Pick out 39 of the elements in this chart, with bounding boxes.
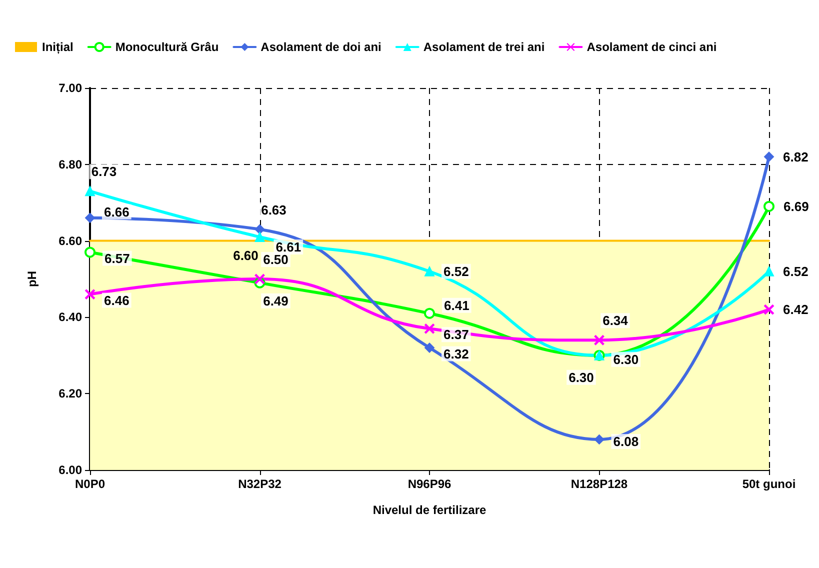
data-label: 6.52	[444, 264, 469, 279]
data-label: 6.57	[104, 250, 130, 266]
data-label: 6.42	[783, 302, 808, 318]
y-tick-label: 7.00	[58, 81, 82, 95]
legend-label: Monocultură Grâu	[115, 40, 219, 54]
y-tick-label: 6.20	[58, 386, 82, 401]
x-tick-label: N32P32	[238, 477, 282, 491]
legend-label: Asolament de doi ani	[260, 40, 382, 54]
x-tick-label: N128P128	[570, 477, 628, 491]
data-label: 6.41	[444, 298, 470, 313]
y-tick-label: 6.40	[58, 310, 82, 324]
data-label: 6.50	[263, 252, 288, 267]
y-tick-label: 6.00	[58, 463, 82, 477]
legend-label: Asolament de cinci ani	[586, 40, 717, 54]
data-label: 6.61	[276, 239, 302, 254]
data-label: 6.08	[613, 434, 639, 449]
legend-label: Asolament de trei ani	[423, 40, 545, 54]
x-tick-label: 50t gunoi	[742, 477, 796, 491]
data-label: 6.63	[261, 202, 286, 218]
data-label: 6.66	[104, 204, 130, 220]
data-label: 6.37	[444, 327, 469, 342]
data-label: 6.82	[783, 149, 808, 164]
y-tick-label: 6.60	[58, 234, 82, 248]
data-label: 6.73	[91, 164, 117, 180]
data-label: 6.52	[783, 264, 808, 279]
data-label: 6.46	[104, 292, 130, 308]
x-axis-title: Nivelul de fertilizare	[372, 503, 487, 517]
x-tick-label: N0P0	[74, 477, 106, 491]
data-label: 6.30	[613, 352, 639, 367]
data-label: 6.69	[784, 198, 809, 214]
data-label: 6.34	[602, 313, 629, 328]
x-tick-label: N96P96	[408, 477, 452, 491]
legend-label: Inițial	[42, 40, 74, 54]
data-label: 6.49	[263, 293, 288, 308]
y-tick-label: 6.80	[58, 157, 82, 172]
data-label: 6.60	[233, 248, 258, 263]
data-label: 6.32	[444, 346, 469, 362]
data-label: 6.30	[568, 370, 594, 385]
y-axis-title: pH	[25, 271, 39, 287]
